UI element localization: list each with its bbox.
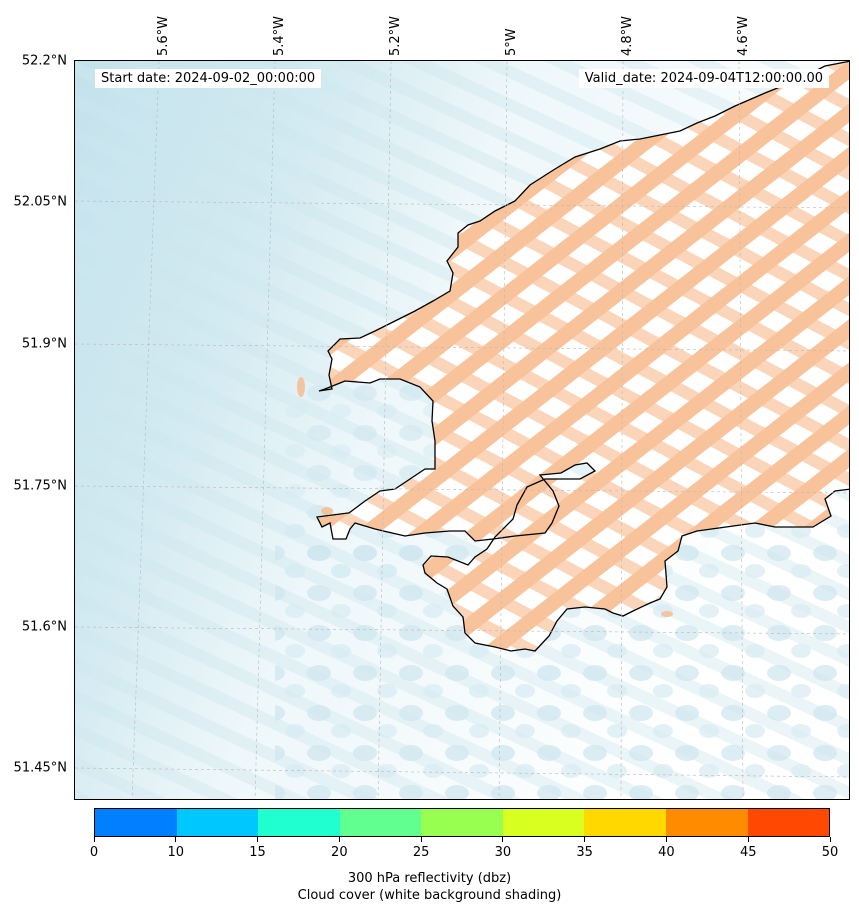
reflectivity-spot [321,507,333,515]
lat-label: 51.9°N [21,336,67,352]
colorbar-tick-label: 10 [167,845,185,860]
colorbar-tick-label: 20 [331,845,348,860]
lon-label: 5.2°W [388,15,403,56]
colorbar-sublabel: Cloud cover (white background shading) [297,888,562,903]
colorbar-segment [95,809,177,836]
lat-label: 51.6°N [21,619,67,635]
colorbar-tick-label: 0 [89,845,99,860]
colorbar-tick [420,837,422,842]
lat-label: 51.75°N [13,478,67,494]
colorbar-tick-label: 40 [658,845,675,860]
reflectivity-spot [297,377,305,397]
colorbar-tick [665,837,667,842]
lon-label: 5°W [504,28,519,56]
map-panel: Start date: 2024-09-02_00:00:00 Valid_da… [74,60,850,800]
lon-label: 5.6°W [156,15,171,56]
colorbar-tick-label: 35 [576,845,593,860]
colorbar-tick [175,837,177,842]
colorbar-segment [502,809,585,836]
colorbar-tick [93,837,95,842]
valid-date-label: Valid_date: 2024-09-04T12:00:00.00 [578,69,829,88]
colorbar-tick [502,837,504,842]
colorbar-tick-label: 45 [739,845,757,860]
colorbar-segment [665,809,748,836]
colorbar-segment [584,809,666,836]
colorbar-tick [338,837,340,842]
colorbar-segment [339,809,422,836]
colorbar-tick-label: 30 [494,845,512,860]
colorbar-tick [584,837,586,842]
lat-label: 51.45°N [13,760,67,776]
colorbar-tick [829,837,831,842]
lat-label: 52.05°N [13,194,67,210]
lon-label: 4.6°W [736,15,751,56]
colorbar-segment [258,809,340,836]
lon-label: 4.8°W [620,15,635,56]
map-canvas [75,61,849,799]
colorbar [94,808,830,837]
colorbar-label: 300 hPa reflectivity (dbz) [347,871,512,886]
reflectivity-spot [661,611,673,617]
start-date-label: Start date: 2024-09-02_00:00:00 [95,69,322,88]
lat-label: 52.2°N [21,53,67,69]
colorbar-segment [176,809,259,836]
colorbar-segment [421,809,503,836]
colorbar-tick [747,837,749,842]
colorbar-tick [257,837,259,842]
colorbar-segment [747,809,830,836]
lon-label: 5.4°W [272,15,287,56]
colorbar-tick-label: 50 [821,845,839,860]
colorbar-tick-label: 25 [412,845,430,860]
colorbar-tick-label: 15 [249,845,266,860]
